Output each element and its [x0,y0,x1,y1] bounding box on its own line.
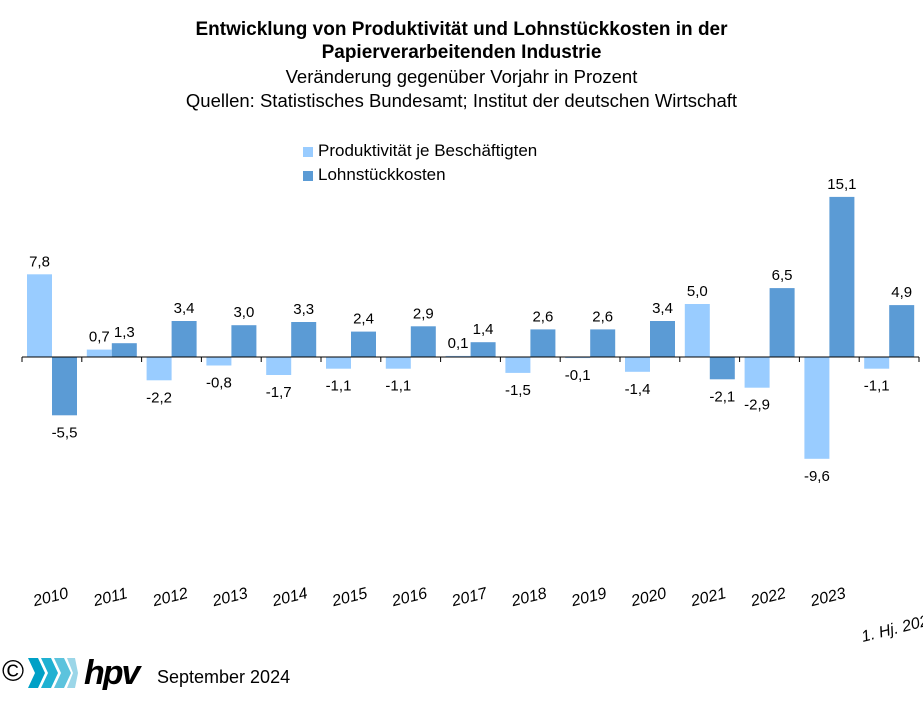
data-label-productivity-14: -1,1 [864,378,890,395]
legend-item-unit-labour-cost: Lohnstückkosten [303,164,446,186]
bar-productivity-4 [266,357,292,375]
bar-unit-labour-cost-3 [231,325,257,357]
logo-stripe-4 [67,658,78,688]
x-tick-label-14: 1. Hj. 2024 [860,611,923,646]
chart-subtitle-line-2: Quellen: Statistisches Bundesamt; Instit… [185,90,738,111]
x-tick-label-4: 2014 [270,585,310,610]
data-label-productivity-8: -1,5 [505,382,531,399]
bar-productivity-7 [445,355,471,357]
x-tick-label-0: 2010 [31,585,71,610]
data-label-unit-labour-cost-0: -5,5 [52,424,78,441]
bar-productivity-12 [744,357,770,388]
chart-subtitle-line-1: Veränderung gegenüber Vorjahr in Prozent [285,66,638,87]
x-tick-label-13: 2023 [808,585,848,610]
legend-label-productivity: Produktivität je Beschäftigten [318,141,538,160]
logo-stripe-1 [28,658,45,688]
x-tick-label-5: 2015 [330,585,370,610]
bar-productivity-1 [86,349,112,357]
hpv-logo: hpv [28,656,145,690]
bar-unit-labour-cost-6 [410,326,436,357]
bar-unit-labour-cost-4 [291,322,317,357]
bar-unit-labour-cost-5 [351,331,376,357]
data-label-productivity-0: 7,8 [29,253,50,270]
data-label-productivity-3: -0,8 [206,375,232,392]
data-label-productivity-4: -1,7 [266,384,292,401]
data-label-unit-labour-cost-4: 3,3 [293,301,314,318]
chart-title-line-2: Papierverarbeitenden Industrie [321,42,602,63]
bar-productivity-6 [385,357,411,369]
x-tick-label-6: 2016 [389,585,429,610]
x-tick-label-12: 2022 [748,585,788,610]
data-label-unit-labour-cost-6: 2,9 [413,305,434,322]
x-tick-label-2: 2012 [150,585,190,610]
bar-unit-labour-cost-12 [769,288,795,357]
data-label-productivity-5: -1,1 [326,378,352,395]
data-label-unit-labour-cost-10: 3,4 [652,300,673,317]
bar-unit-labour-cost-10 [650,321,675,357]
data-label-unit-labour-cost-1: 1,3 [114,324,135,341]
data-label-productivity-12: -2,9 [744,397,770,414]
data-label-productivity-1: 0,7 [89,329,110,346]
data-label-unit-labour-cost-13: 15,1 [827,176,856,193]
bar-productivity-14 [864,357,890,369]
copyright-icon: © [2,655,25,688]
bar-unit-labour-cost-13 [829,196,855,357]
data-label-unit-labour-cost-12: 6,5 [772,267,793,284]
x-tick-label-8: 2018 [509,585,549,610]
data-label-unit-labour-cost-5: 2,4 [353,311,374,328]
data-label-productivity-11: 5,0 [687,283,708,300]
logo-stripe-2 [41,658,58,688]
data-label-productivity-6: -1,1 [385,378,411,395]
bar-unit-labour-cost-9 [590,329,616,357]
bar-productivity-11 [684,304,710,357]
bar-productivity-8 [505,357,531,373]
data-label-productivity-10: -1,4 [625,381,651,398]
bar-productivity-0 [27,274,52,357]
x-tick-label-7: 2017 [449,585,490,611]
bar-productivity-5 [326,357,351,369]
x-tick-label-9: 2019 [569,585,609,610]
data-label-productivity-9: -0,1 [565,367,591,384]
legend-swatch-productivity [303,146,313,157]
bar-unit-labour-cost-8 [530,329,556,357]
x-tick-label-11: 2021 [688,585,728,610]
chart-title-line-1: Entwicklung von Produktivität und Lohnst… [195,19,728,40]
data-label-unit-labour-cost-11: -2,1 [709,388,735,405]
bar-productivity-3 [206,357,232,366]
x-tick-label-1: 2011 [91,585,129,610]
bar-unit-labour-cost-11 [709,357,735,380]
data-label-productivity-13: -9,6 [804,468,830,485]
x-tick-label-3: 2013 [210,585,250,610]
data-label-unit-labour-cost-3: 3,0 [233,304,254,321]
bar-unit-labour-cost-2 [171,321,197,357]
data-label-unit-labour-cost-14: 4,9 [891,284,912,301]
footer-date: September 2024 [157,667,291,687]
bar-productivity-9 [565,357,591,359]
bar-productivity-2 [146,357,172,381]
bar-unit-labour-cost-0 [52,357,77,416]
logo-stripe-3 [54,658,71,688]
bar-unit-labour-cost-7 [470,342,496,357]
data-label-unit-labour-cost-2: 3,4 [174,300,195,317]
bar-unit-labour-cost-14 [889,305,915,357]
legend-swatch-unit-labour-cost [303,170,313,181]
data-label-productivity-7: 0,1 [448,335,469,352]
data-label-productivity-2: -2,2 [146,389,172,406]
data-label-unit-labour-cost-9: 2,6 [592,308,613,325]
x-tick-label-14-part-2: 1. Hj. 2024 [860,611,923,646]
bar-unit-labour-cost-1 [111,343,137,357]
data-label-unit-labour-cost-8: 2,6 [532,308,553,325]
data-label-unit-labour-cost-7: 1,4 [473,321,494,338]
bar-productivity-10 [625,357,650,372]
x-tick-label-10: 2020 [629,585,669,610]
logo-text: hpv [84,656,143,690]
legend-label-unit-labour-cost: Lohnstückkosten [318,165,446,184]
bar-productivity-13 [804,357,830,459]
legend-item-productivity: Produktivität je Beschäftigten [303,140,537,162]
